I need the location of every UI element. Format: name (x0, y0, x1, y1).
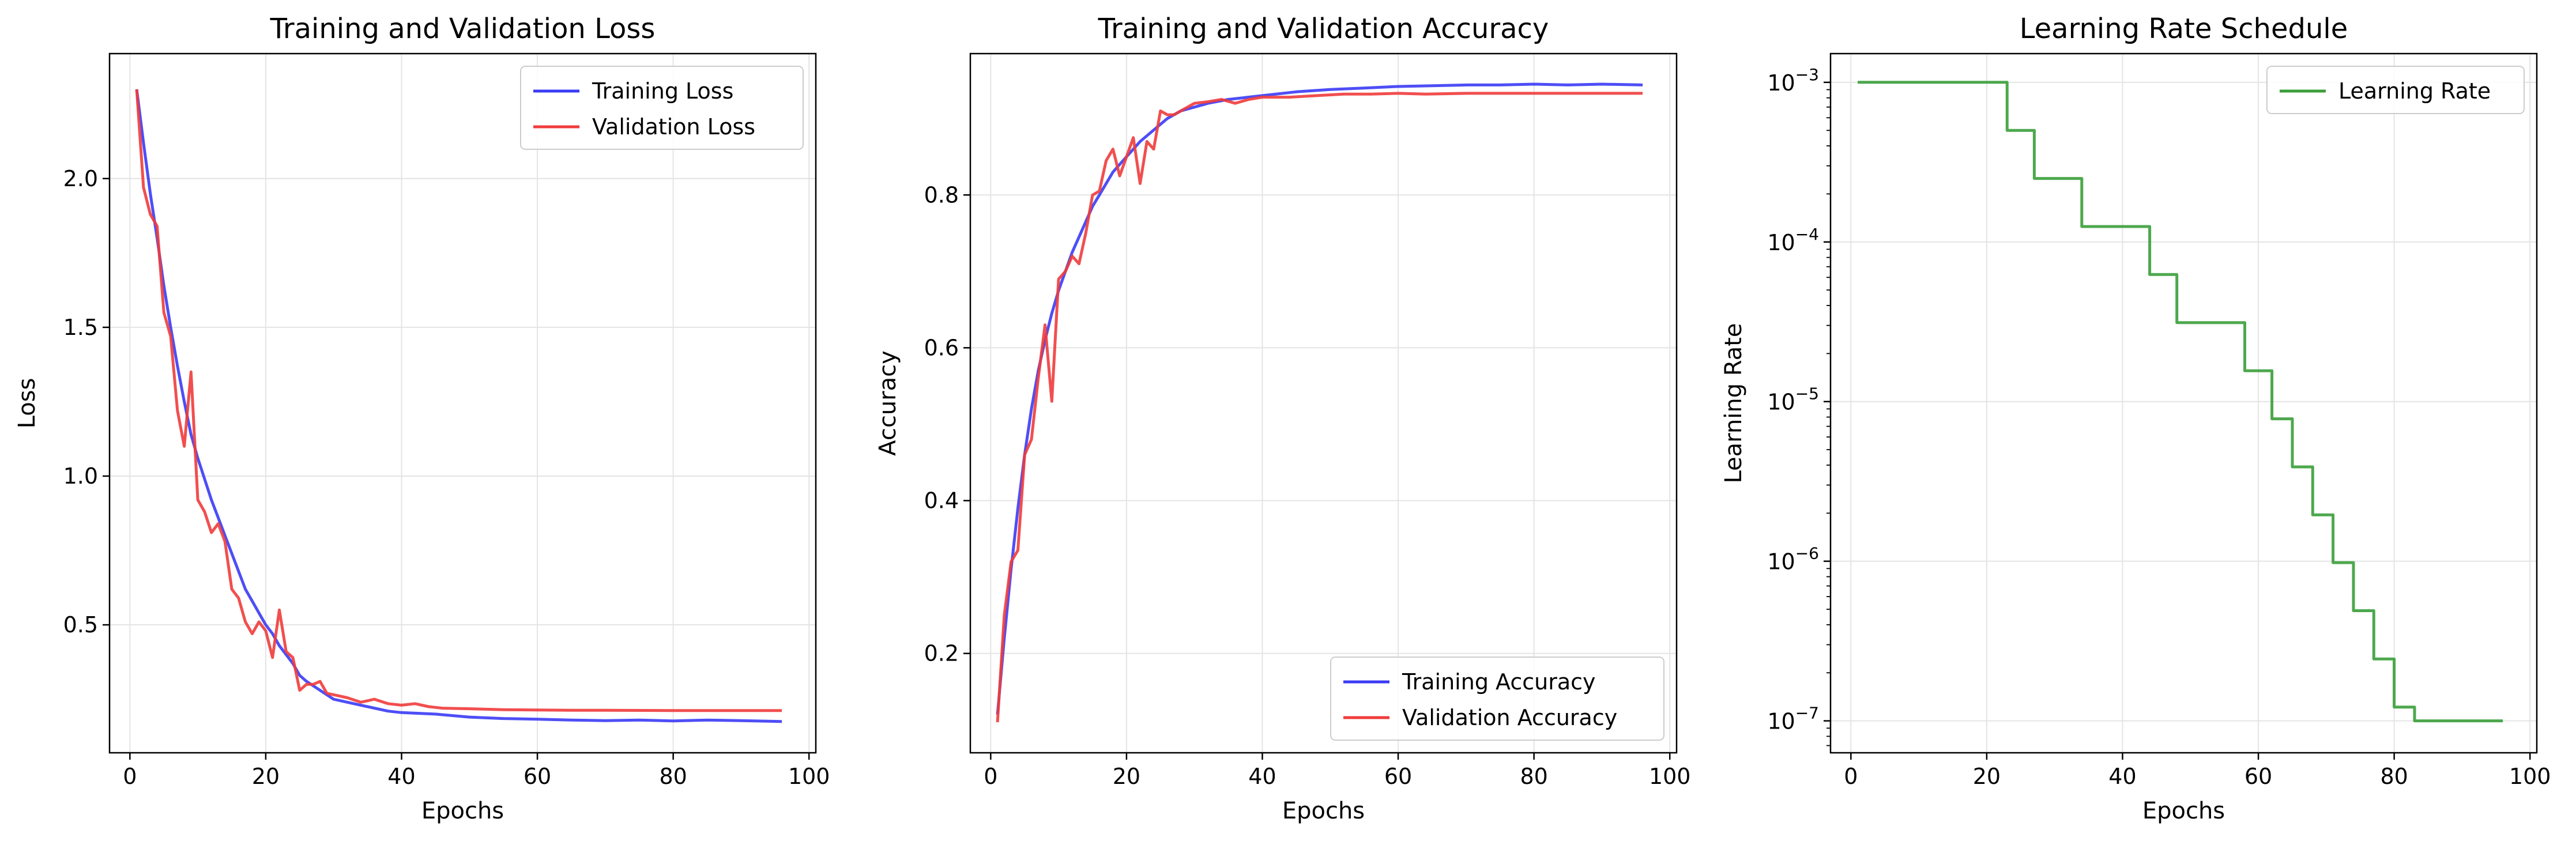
x-axis-label: Epochs (421, 798, 504, 824)
legend-box (520, 66, 804, 150)
legend-label: Learning Rate (2338, 78, 2491, 104)
chart-panel-accuracy: 0 20 40 60 80 100 0.2 0.4 0.6 0.8 Training and Val… (875, 13, 1690, 824)
y-tick-label: 10−6 (1767, 544, 1819, 575)
x-tick-label: 100 (1649, 764, 1691, 789)
x-tick-label: 80 (1520, 764, 1547, 789)
x-tick-label: 60 (524, 764, 551, 789)
series-line-validation-accuracy (996, 92, 1643, 723)
x-tick-label: 80 (2380, 764, 2408, 789)
y-tick-label: 0.8 (924, 182, 959, 208)
x-tick-label: 40 (2108, 764, 2136, 789)
x-tick-label: 20 (252, 764, 280, 789)
y-tick-label: 0.4 (924, 488, 959, 514)
y-axis-label: Loss (14, 378, 40, 429)
series-line-training-accuracy (996, 82, 1643, 715)
series-line-validation-loss (135, 89, 782, 712)
chart-title: Training and Validation Loss (270, 13, 656, 45)
x-tick-label: 60 (1384, 764, 1412, 789)
y-tick-label: 0.5 (63, 612, 98, 637)
legend-label: Validation Accuracy (1402, 705, 1617, 730)
legend-label: Training Loss (592, 78, 733, 104)
axes-frame (108, 52, 817, 754)
legend-box (2266, 66, 2525, 114)
x-tick-label: 60 (2244, 764, 2272, 789)
y-tick-label: 0.6 (924, 335, 959, 360)
legend: Training Accuracy Validation Accuracy (1330, 657, 1664, 741)
x-tick-label: 0 (984, 764, 997, 789)
x-tick-label: 40 (387, 764, 415, 789)
y-tick-label: 2.0 (63, 166, 98, 191)
x-tick-label: 20 (1973, 764, 2001, 789)
x-tick-label: 20 (1113, 764, 1140, 789)
axes-frame (969, 52, 1678, 754)
legend-label: Training Accuracy (1402, 669, 1596, 695)
axes-frame (1829, 52, 2538, 754)
series-line-learning-rate (1858, 81, 2503, 723)
x-tick-label: 100 (2509, 764, 2551, 789)
y-tick-label: 1.0 (63, 463, 98, 489)
y-tick-label: 10−7 (1767, 704, 1819, 734)
y-axis-label: Accuracy (875, 350, 901, 456)
y-tick-label: 0.2 (924, 641, 959, 666)
y-tick-label: 10−3 (1767, 65, 1819, 96)
chart-panel-loss: 0 20 40 60 80 100 0.5 1.0 1.5 2.0 Training and Val… (14, 13, 830, 824)
y-tick-label: 1.5 (63, 315, 98, 340)
y-tick-label: 10−4 (1767, 225, 1819, 255)
chart-panel-lr: 0 20 40 60 80 100 10−7 10−6 10−5 10−4 10−3 Learning… (1720, 13, 2551, 824)
x-axis-label: Epochs (2142, 798, 2225, 824)
legend: Training Loss Validation Loss (520, 66, 804, 150)
legend-label: Validation Loss (592, 114, 755, 139)
x-axis-label: Epochs (1282, 798, 1365, 824)
x-tick-label: 40 (1248, 764, 1276, 789)
legend: Learning Rate (2266, 66, 2525, 114)
chart-title: Learning Rate Schedule (2020, 13, 2348, 45)
series-line-training-loss (135, 89, 782, 723)
y-tick-label: 10−5 (1767, 384, 1819, 415)
x-tick-label: 80 (659, 764, 687, 789)
y-axis-label: Learning Rate (1720, 323, 1747, 483)
x-tick-label: 100 (788, 764, 830, 789)
x-tick-label: 0 (1844, 764, 1858, 789)
x-tick-label: 0 (123, 764, 137, 789)
chart-title: Training and Validation Accuracy (1098, 13, 1549, 45)
legend-box (1330, 657, 1664, 741)
